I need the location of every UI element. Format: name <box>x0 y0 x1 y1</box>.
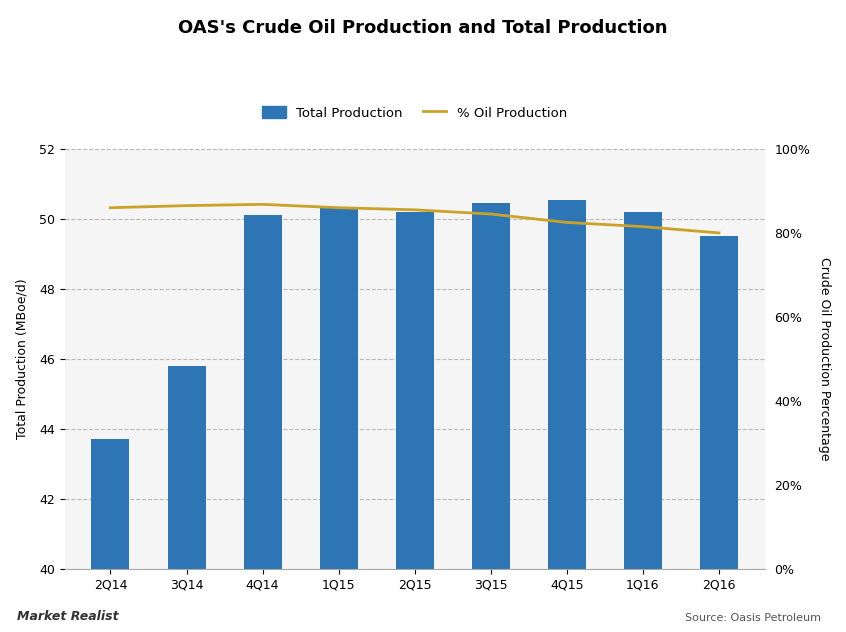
Text: Source: Oasis Petroleum: Source: Oasis Petroleum <box>684 612 821 623</box>
Bar <box>548 200 585 632</box>
Bar <box>396 212 434 632</box>
Y-axis label: Crude Oil Production Percentage: Crude Oil Production Percentage <box>818 257 831 461</box>
Legend: Total Production, % Oil Production: Total Production, % Oil Production <box>257 101 573 125</box>
Bar <box>700 236 738 632</box>
Y-axis label: Total Production (MBoe/d): Total Production (MBoe/d) <box>15 279 28 439</box>
Bar <box>168 366 206 632</box>
Text: OAS's Crude Oil Production and Total Production: OAS's Crude Oil Production and Total Pro… <box>179 19 667 37</box>
Bar <box>320 207 358 632</box>
Text: Market Realist: Market Realist <box>17 609 118 623</box>
Bar <box>472 203 510 632</box>
Bar <box>244 216 282 632</box>
Bar <box>91 439 129 632</box>
Bar <box>624 212 662 632</box>
